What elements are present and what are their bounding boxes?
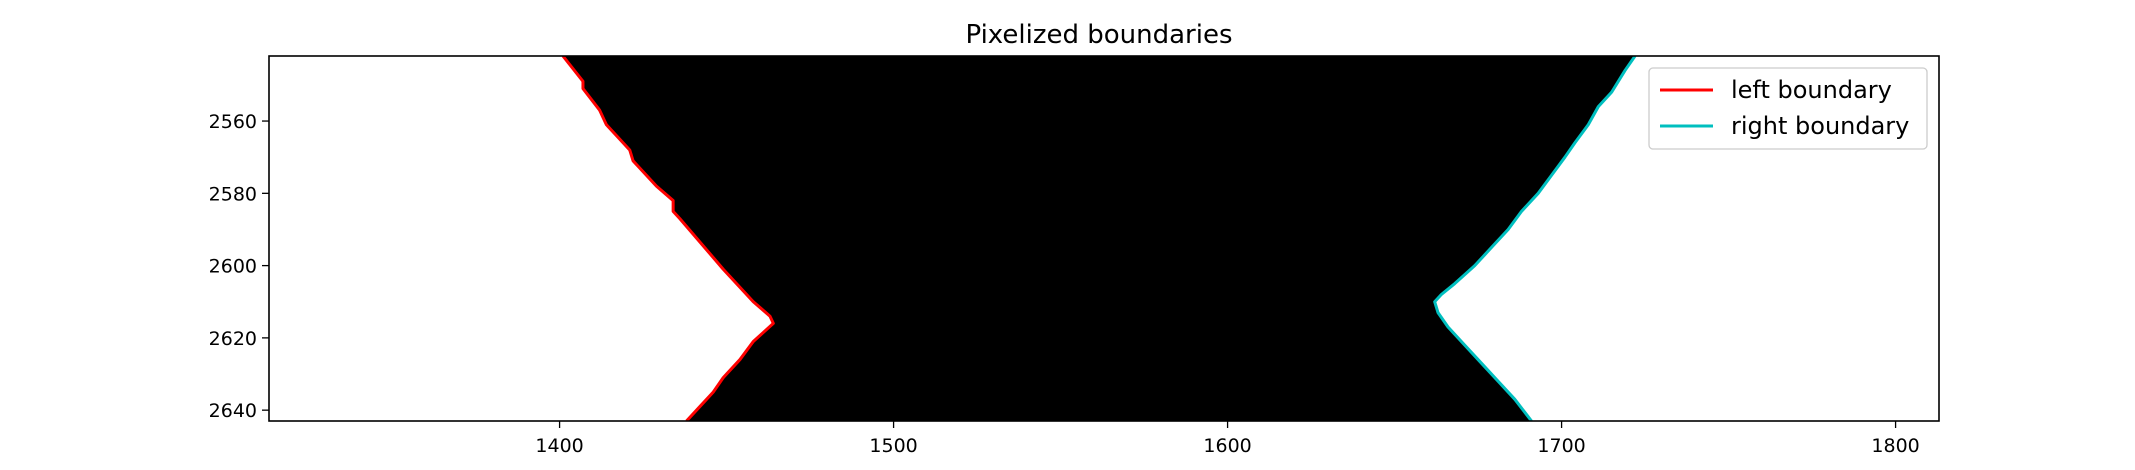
- y-axis: 2560 2580 2600 2620 2640: [209, 111, 269, 422]
- legend: left boundary right boundary: [1648, 67, 1928, 150]
- mask-black-region: [562, 56, 1636, 421]
- legend-box: [1648, 67, 1928, 150]
- x-tick-label: 1700: [1537, 435, 1585, 457]
- series-line-right-boundary: [1433, 56, 1637, 421]
- x-tick-label: 1500: [869, 435, 917, 457]
- legend-label-right-boundary: right boundary: [1731, 112, 1909, 140]
- y-tick-label: 2600: [209, 256, 257, 278]
- series-line-left-boundary: [561, 56, 775, 421]
- x-tick-label: 1400: [535, 435, 583, 457]
- x-tick-label: 1800: [1871, 435, 1919, 457]
- chart-title: Pixelized boundaries: [965, 20, 1232, 50]
- plot-frame: [268, 55, 1940, 422]
- series-layer: [561, 56, 1637, 421]
- y-tick-label: 2580: [209, 183, 257, 205]
- legend-label-left-boundary: left boundary: [1731, 76, 1892, 104]
- x-tick-label: 1600: [1203, 435, 1251, 457]
- x-axis: 1400 1500 1600 1700 1800: [535, 421, 1920, 457]
- y-tick-label: 2560: [209, 111, 257, 133]
- y-tick-label: 2620: [209, 328, 257, 350]
- y-tick-label: 2640: [209, 400, 257, 422]
